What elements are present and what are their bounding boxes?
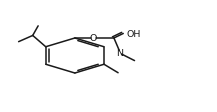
Text: O: O: [90, 34, 97, 43]
Text: OH: OH: [127, 30, 141, 39]
Text: N: N: [116, 49, 123, 58]
